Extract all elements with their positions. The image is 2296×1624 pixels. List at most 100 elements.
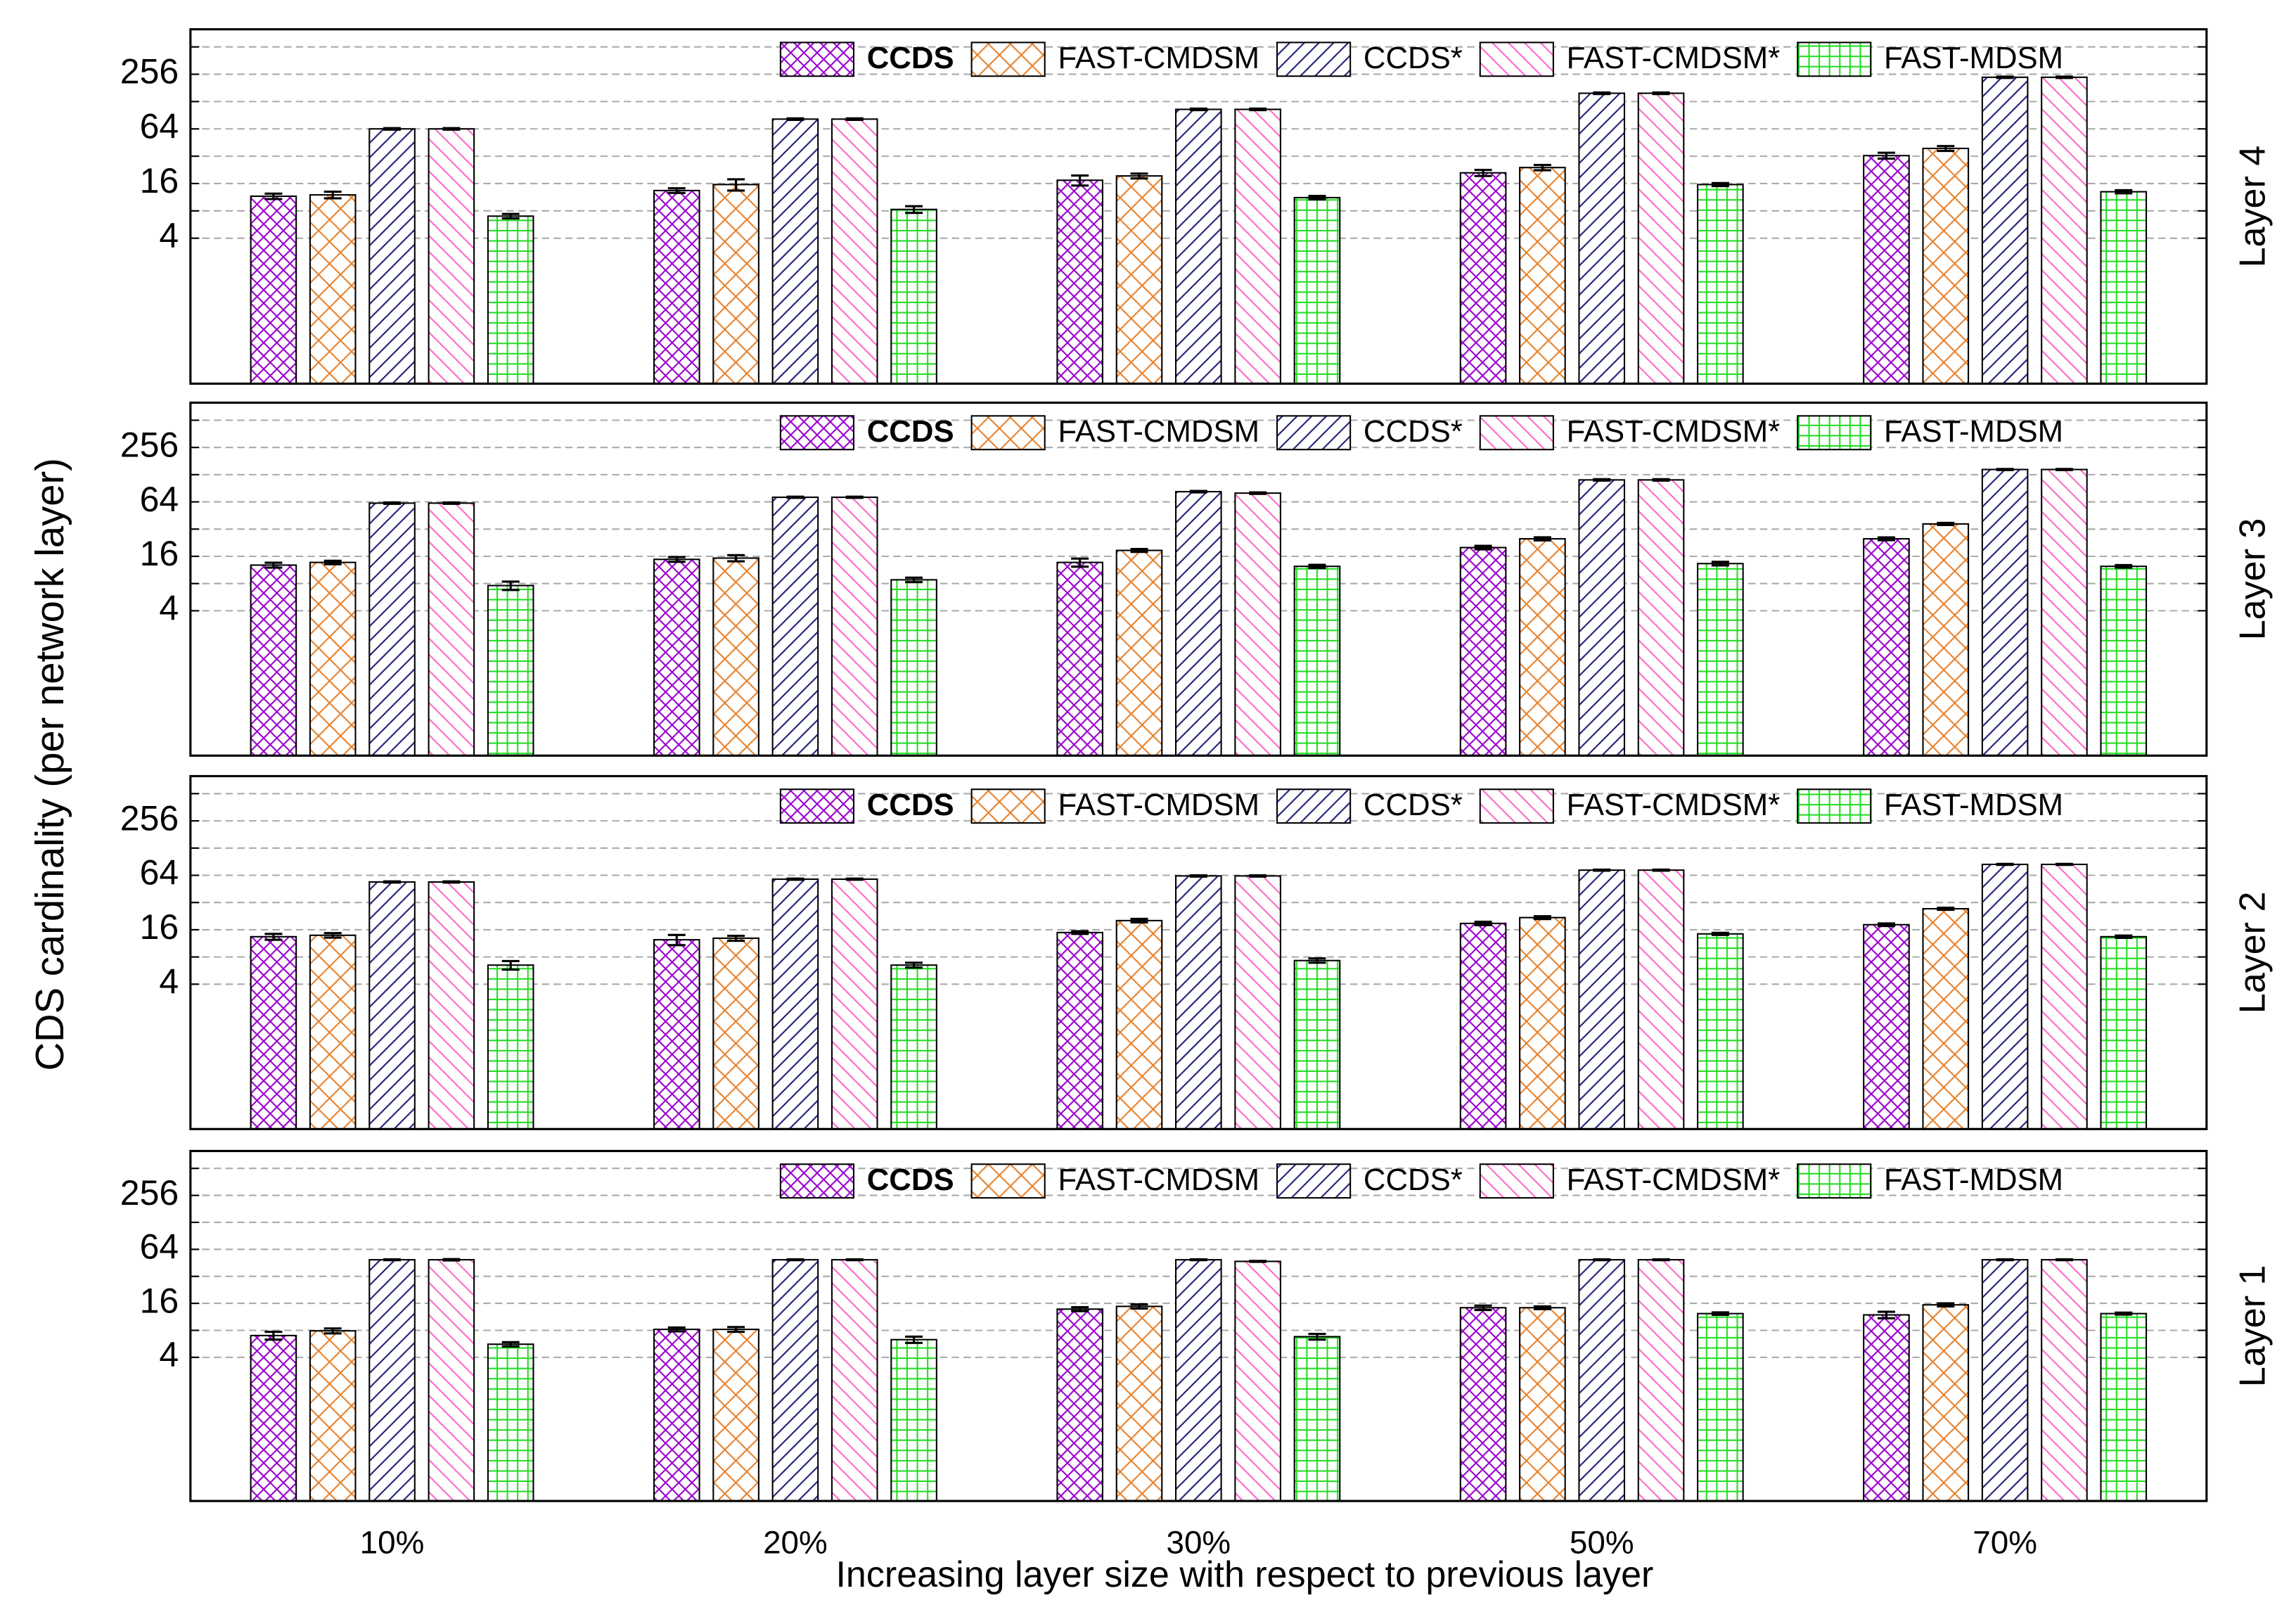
- legend-swatch: [1479, 415, 1554, 451]
- bar: [1115, 175, 1163, 385]
- error-bar: [2055, 75, 2073, 79]
- legend-label: FAST-MDSM: [1884, 1163, 2063, 1197]
- bar: [1175, 875, 1222, 1130]
- legend-swatch: [1797, 415, 1872, 451]
- bar: [830, 118, 878, 385]
- y-tick-label: 16: [140, 161, 179, 200]
- bar: [1922, 1304, 1970, 1502]
- bar: [368, 128, 416, 385]
- error-bar: [1652, 478, 1670, 482]
- bar: [1234, 108, 1281, 385]
- legend-label: CCDS*: [1364, 41, 1463, 75]
- bar: [890, 964, 937, 1130]
- legend-swatch: [779, 1163, 855, 1199]
- x-tick-label: 70%: [1973, 1525, 2037, 1561]
- error-bar: [667, 933, 686, 947]
- legend-swatch: [779, 41, 855, 77]
- bar: [1981, 1259, 2029, 1502]
- bar: [487, 215, 534, 385]
- legend-swatch: [779, 788, 855, 824]
- error-bar: [1711, 1311, 1729, 1317]
- bar: [1578, 869, 1626, 1130]
- error-bar: [905, 205, 923, 215]
- error-bar: [1308, 563, 1326, 570]
- error-bar: [501, 212, 520, 220]
- y-axis-title: CDS cardinality (per network layer): [27, 458, 72, 1070]
- panel-label: Layer 3: [2232, 518, 2273, 641]
- bar: [250, 564, 297, 757]
- error-bar: [1877, 151, 1895, 160]
- y-tick-label: 4: [159, 1335, 179, 1374]
- bar: [1293, 565, 1341, 757]
- error-bar: [1308, 957, 1326, 964]
- legend-label: FAST-CMDSM*: [1567, 414, 1781, 449]
- bar: [653, 1329, 700, 1502]
- error-bar: [1249, 491, 1267, 495]
- error-bar: [1652, 91, 1670, 96]
- error-bar: [1071, 557, 1089, 568]
- error-bar: [1130, 172, 1148, 180]
- error-bar: [727, 935, 745, 942]
- bar: [1519, 1307, 1566, 1502]
- error-bar: [442, 1258, 461, 1262]
- error-bar: [1877, 1310, 1895, 1319]
- bar: [1981, 863, 2029, 1130]
- legend-label: FAST-CMDSM: [1058, 1163, 1259, 1197]
- bar: [1056, 931, 1103, 1130]
- bar: [1519, 916, 1566, 1130]
- error-bar: [2115, 188, 2133, 195]
- legend-label: FAST-MDSM: [1884, 788, 2063, 822]
- error-bar: [786, 877, 804, 881]
- panel-label: Layer 4: [2232, 146, 2273, 268]
- legend-swatch: [1479, 788, 1554, 824]
- error-bar: [1474, 1304, 1492, 1312]
- error-bar: [845, 117, 864, 121]
- error-bar: [1130, 1303, 1148, 1310]
- legend-label: CCDS*: [1364, 1163, 1463, 1197]
- bar: [250, 935, 297, 1130]
- y-tick-label: 64: [140, 106, 179, 146]
- error-bar: [786, 495, 804, 499]
- bar: [1115, 919, 1163, 1130]
- bar: [487, 1343, 534, 1502]
- error-bar: [1593, 478, 1611, 482]
- error-bar: [1189, 874, 1207, 878]
- bar: [1459, 546, 1507, 757]
- error-bar: [264, 933, 283, 941]
- y-tick-label: 16: [140, 1281, 179, 1320]
- error-bar: [845, 495, 864, 499]
- bar: [653, 558, 700, 757]
- legend-swatch: [1479, 41, 1554, 77]
- bar: [712, 557, 759, 757]
- error-bar: [727, 554, 745, 563]
- bar: [1234, 875, 1281, 1130]
- error-bar: [727, 1326, 745, 1334]
- error-bar: [1877, 922, 1895, 928]
- bar: [830, 878, 878, 1130]
- error-bar: [442, 880, 461, 884]
- bar: [1922, 147, 1970, 385]
- bar: [1459, 922, 1507, 1130]
- legend-label: FAST-CMDSM*: [1567, 1163, 1781, 1197]
- bar: [1637, 869, 1685, 1130]
- bar: [428, 881, 475, 1130]
- y-tick-label: 256: [120, 798, 179, 838]
- y-tick-label: 256: [120, 52, 179, 91]
- bar: [1175, 108, 1222, 385]
- bar: [2100, 1312, 2148, 1502]
- bar: [771, 496, 819, 757]
- error-bar: [501, 1341, 520, 1348]
- bar: [1293, 196, 1341, 385]
- error-bar: [1249, 1260, 1267, 1263]
- error-bar: [1593, 868, 1611, 872]
- error-bar: [323, 932, 342, 939]
- error-bar: [1711, 181, 1729, 188]
- y-tick-label: 64: [140, 480, 179, 519]
- legend-swatch: [779, 415, 855, 451]
- legend-label: FAST-MDSM: [1884, 414, 2063, 449]
- bar: [2041, 76, 2088, 385]
- y-tick-label: 4: [159, 962, 179, 1002]
- bar: [309, 934, 357, 1130]
- error-bar: [1308, 1332, 1326, 1341]
